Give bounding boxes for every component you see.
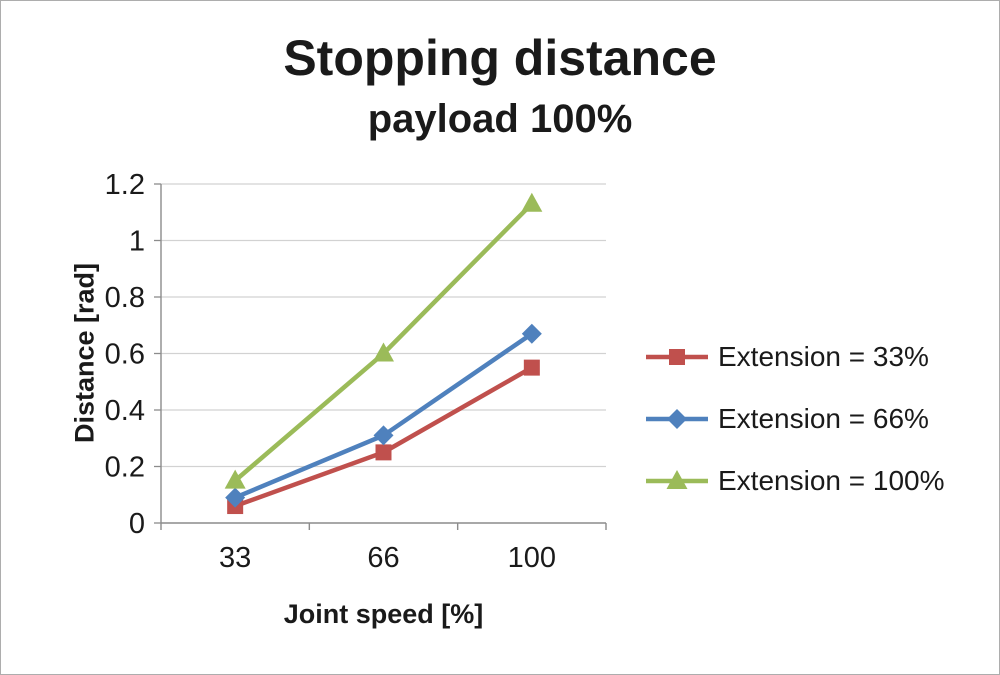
y-tick-label: 0.2	[105, 452, 145, 484]
chart-title: Stopping distance	[283, 30, 717, 86]
square-marker-icon	[375, 444, 392, 461]
legend-item-0: Extension = 33%	[646, 341, 945, 373]
triangle-marker-icon	[224, 469, 246, 489]
y-tick-label: 0.6	[105, 339, 145, 371]
y-tick-label: 0.4	[105, 395, 145, 427]
triangle-marker-icon	[666, 470, 688, 489]
x-tick-label: 33	[219, 542, 251, 574]
square-marker-icon	[523, 359, 540, 376]
x-axis-title: Joint speed [%]	[283, 599, 484, 629]
legend-label: Extension = 66%	[718, 403, 929, 434]
legend-diamond-icon	[646, 409, 708, 429]
diamond-marker-icon	[521, 323, 542, 344]
x-tick-label: 66	[367, 542, 399, 574]
legend-square-icon	[646, 349, 708, 365]
diamond-marker-icon	[373, 425, 394, 446]
y-tick-label: 1.2	[105, 169, 145, 201]
x-tick-label: 100	[508, 542, 556, 574]
legend-label: Extension = 100%	[718, 465, 945, 496]
y-tick-label: 0	[129, 508, 145, 540]
y-axis-title: Distance [rad]	[69, 262, 100, 444]
y-tick-label: 1	[129, 226, 145, 258]
legend-item-1: Extension = 66%	[646, 403, 945, 435]
square-marker-icon	[669, 349, 685, 365]
diamond-marker-icon	[225, 487, 246, 508]
triangle-marker-icon	[373, 342, 394, 362]
y-tick-label: 0.8	[105, 282, 145, 314]
chart-subtitle: payload 100%	[367, 97, 633, 141]
diamond-marker-icon	[667, 409, 687, 429]
legend-item-2: Extension = 100%	[646, 465, 945, 497]
legend-label: Extension = 33%	[718, 341, 929, 372]
legend: Extension = 33% Extension = 66% Extension …	[646, 341, 945, 497]
triangle-marker-icon	[521, 192, 543, 212]
legend-triangle-icon	[646, 470, 708, 489]
